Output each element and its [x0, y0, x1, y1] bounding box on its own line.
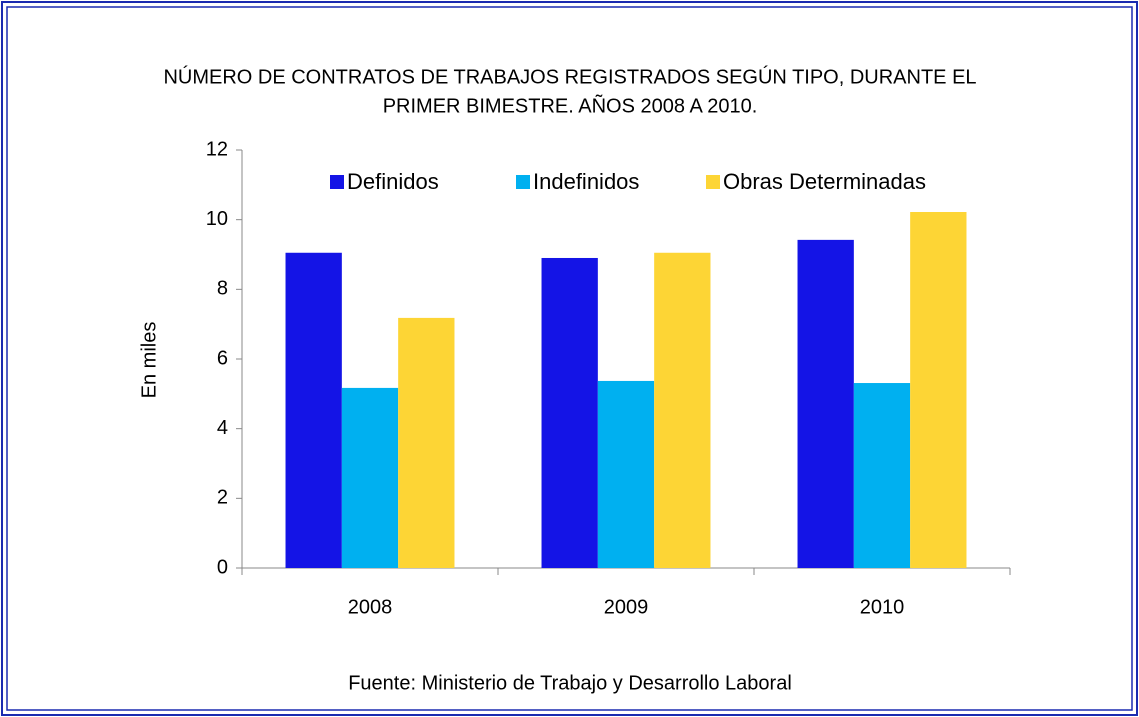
chart-title: NÚMERO DE CONTRATOS DE TRABAJOS REGISTRA… [163, 65, 976, 88]
bar [341, 387, 399, 568]
legend-label: Indefinidos [533, 169, 639, 194]
bar [797, 239, 854, 568]
x-tick-label: 2009 [604, 596, 649, 618]
y-tick-label: 2 [217, 487, 228, 509]
legend-label: Definidos [347, 169, 439, 194]
legend-label: Obras Determinadas [723, 169, 926, 194]
bar [398, 317, 455, 568]
bar [541, 257, 598, 568]
bar [285, 252, 342, 568]
bar [910, 212, 967, 568]
x-tick-label: 2010 [860, 596, 905, 618]
x-tick-label: 2008 [348, 596, 393, 618]
y-tick-label: 4 [217, 417, 228, 439]
y-tick-label: 6 [217, 347, 228, 369]
source-note: Fuente: Ministerio de Trabajo y Desarrol… [348, 672, 792, 694]
legend-swatch [706, 175, 720, 189]
bar [597, 380, 655, 568]
y-axis-label: En miles [138, 322, 160, 399]
y-tick-label: 10 [206, 208, 228, 230]
y-tick-label: 0 [217, 556, 228, 578]
bar [654, 252, 711, 568]
legend-swatch [330, 175, 344, 189]
bar [853, 383, 911, 568]
y-tick-label: 8 [217, 278, 228, 300]
inner-border [6, 6, 1133, 711]
chart-title: PRIMER BIMESTRE. AÑOS 2008 A 2010. [383, 93, 758, 117]
y-tick-label: 12 [206, 138, 228, 160]
legend-swatch [516, 175, 530, 189]
